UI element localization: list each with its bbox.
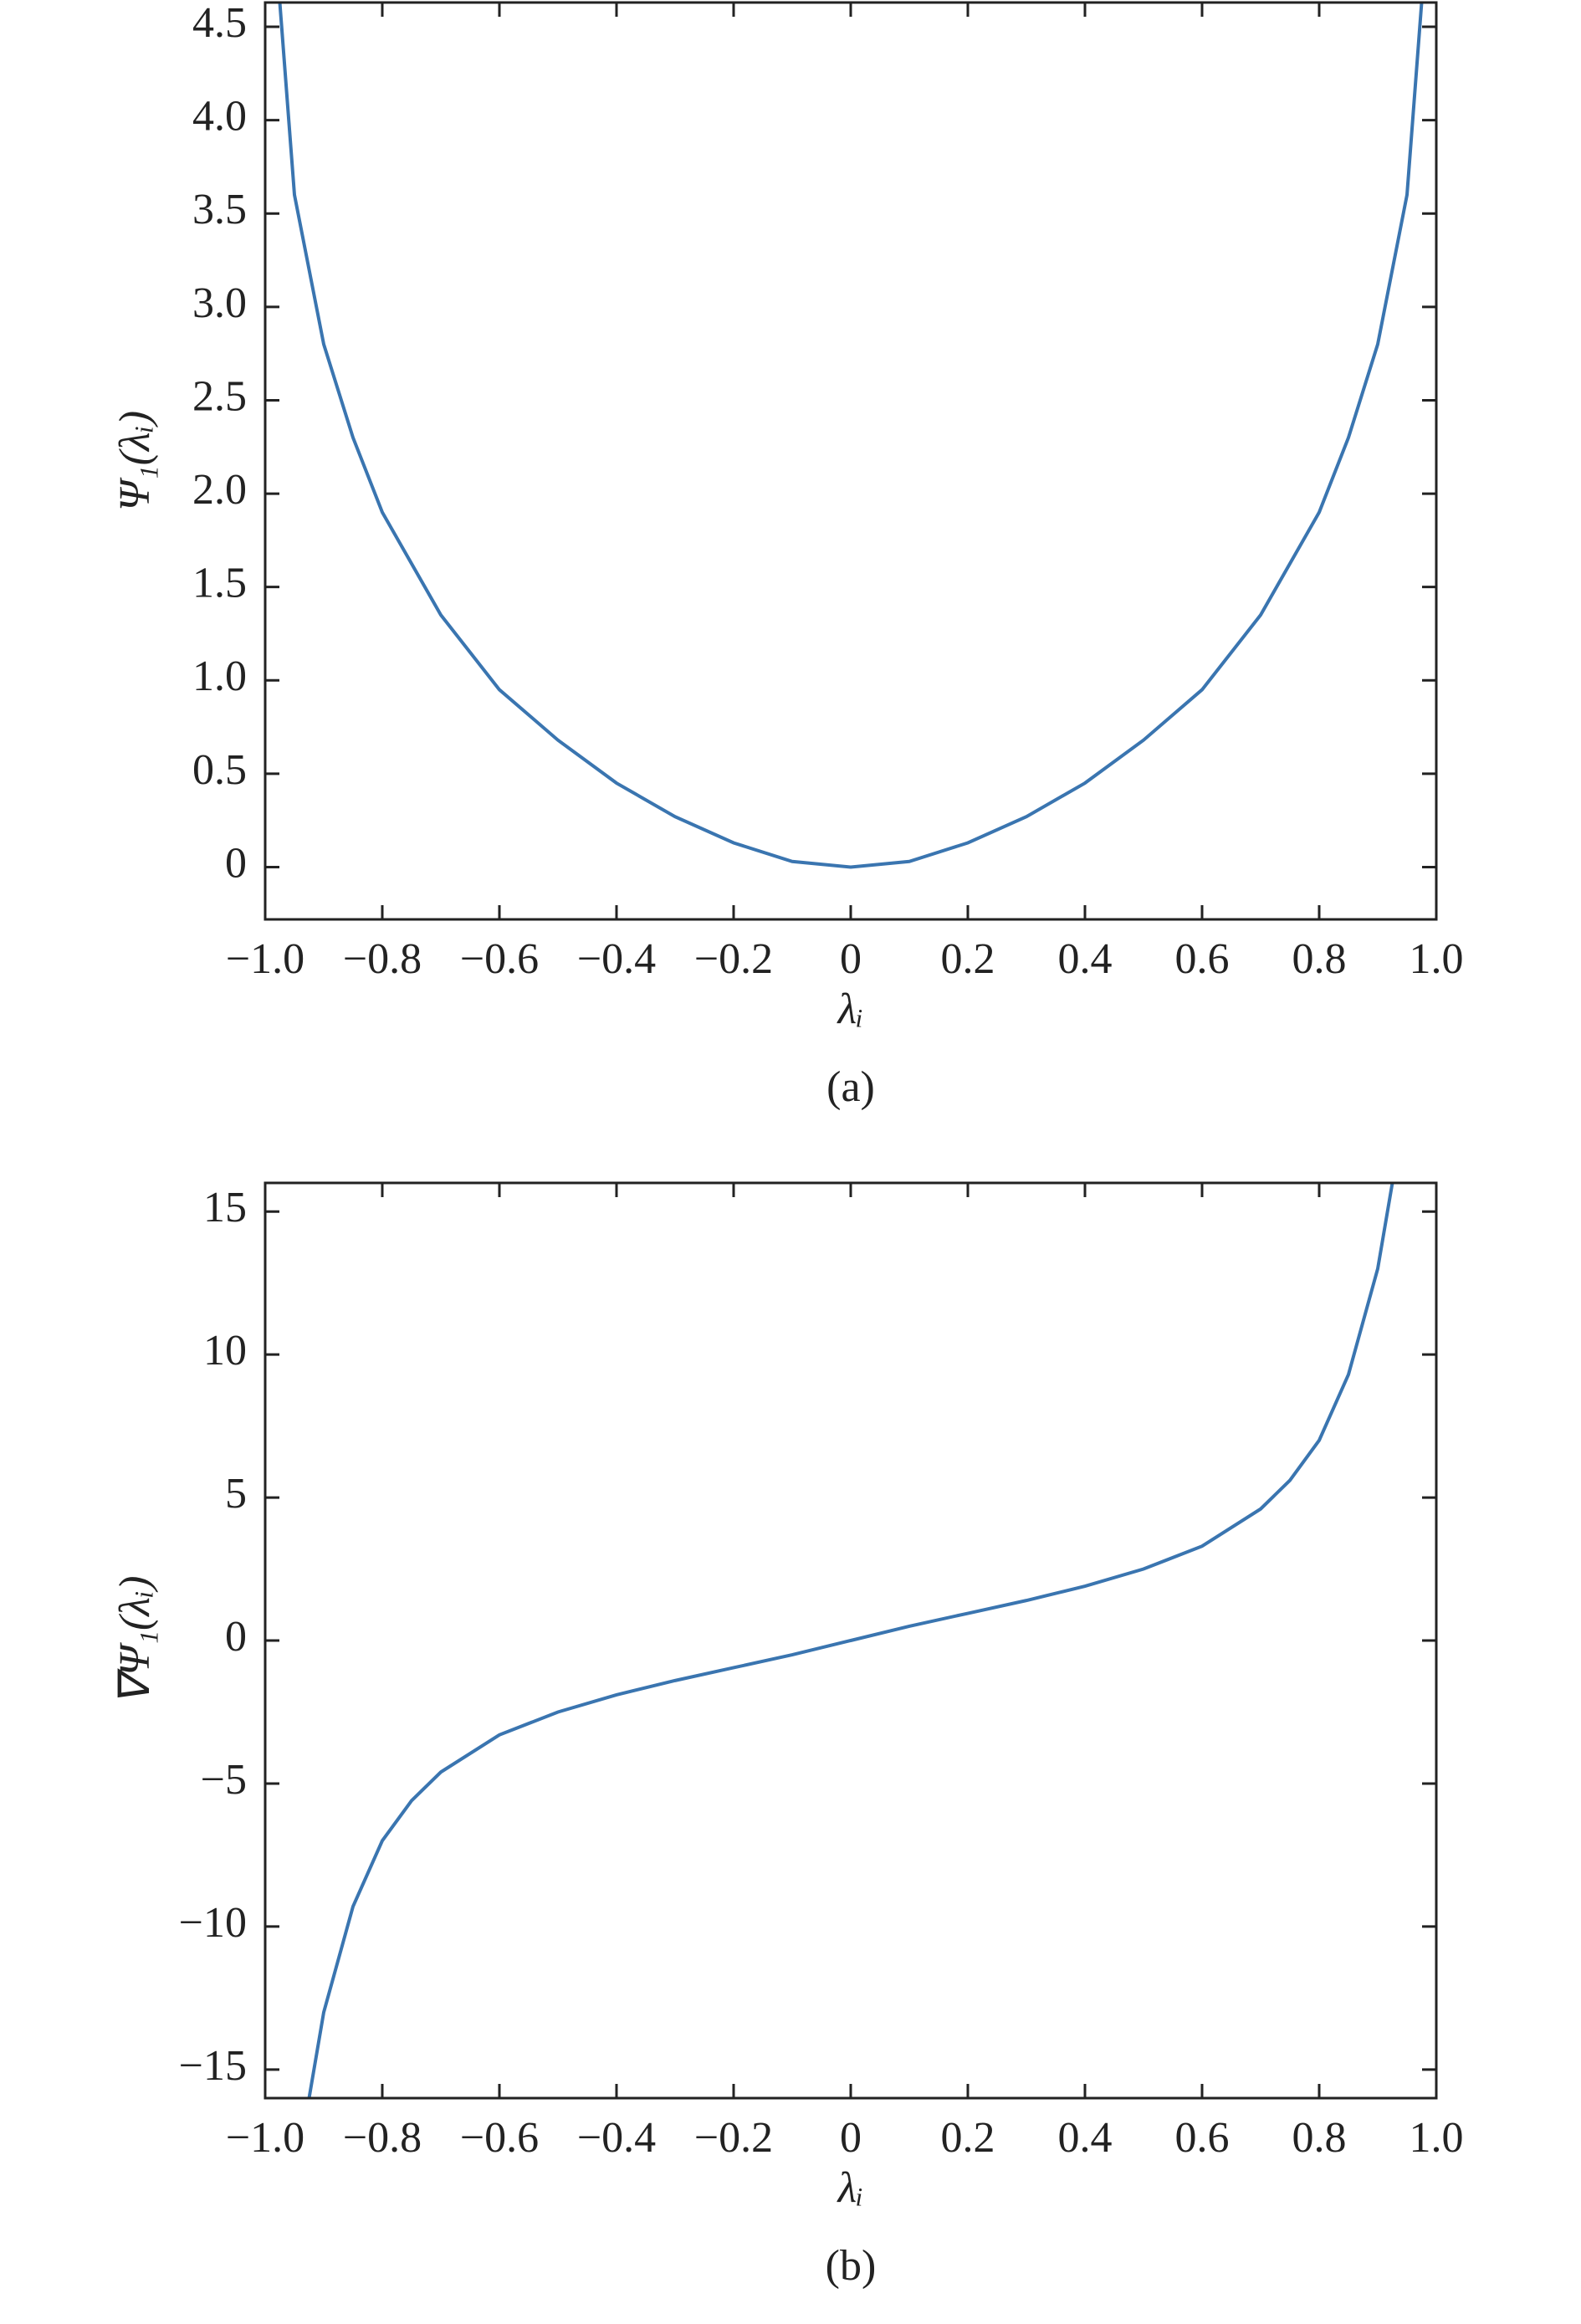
x-tick-label: 0.2 bbox=[941, 2114, 995, 2162]
y-tick-label: 4.0 bbox=[192, 93, 247, 141]
y-tick-label: 0 bbox=[225, 839, 247, 887]
y-tick-label: 0 bbox=[225, 1613, 247, 1661]
x-tick-label: 0.2 bbox=[941, 935, 995, 983]
x-axis-label: λᵢ bbox=[837, 2164, 864, 2212]
y-tick-label: 0.5 bbox=[192, 746, 247, 794]
x-tick-label: −0.2 bbox=[694, 935, 773, 983]
plot-frame bbox=[264, 1, 1438, 921]
plot-frame bbox=[264, 1181, 1438, 2100]
x-tick-label: 0.4 bbox=[1058, 935, 1113, 983]
x-tick-label: −0.4 bbox=[577, 935, 656, 983]
x-tick-label: −0.4 bbox=[577, 2114, 656, 2162]
data-line bbox=[307, 1183, 1394, 2098]
x-tick-label: −0.2 bbox=[694, 2114, 773, 2162]
x-tick-label: 0.6 bbox=[1175, 2114, 1230, 2162]
y-tick-label: 1.5 bbox=[192, 560, 247, 607]
y-tick-label: 1.0 bbox=[192, 653, 247, 700]
x-tick-label: 0.6 bbox=[1175, 935, 1230, 983]
y-tick-label: 2.5 bbox=[192, 372, 247, 420]
y-tick-label: 3.5 bbox=[192, 186, 247, 233]
y-tick-label: −5 bbox=[201, 1756, 247, 1804]
y-tick-label: 2.0 bbox=[192, 466, 247, 514]
x-tick-label: −1.0 bbox=[226, 2114, 304, 2162]
caption: (a) bbox=[826, 1063, 875, 1111]
data-line bbox=[278, 3, 1424, 869]
x-tick-label: −0.8 bbox=[343, 2114, 422, 2162]
x-tick-label: 0.8 bbox=[1292, 2114, 1347, 2162]
caption: (b) bbox=[826, 2242, 877, 2290]
y-tick-label: 4.5 bbox=[192, 0, 247, 47]
x-tick-label: −0.6 bbox=[460, 2114, 539, 2162]
x-tick-label: −0.6 bbox=[460, 935, 539, 983]
x-tick-label: −1.0 bbox=[226, 935, 304, 983]
y-tick-label: 3.0 bbox=[192, 279, 247, 327]
y-tick-label: 5 bbox=[225, 1470, 247, 1518]
y-axis-label: Ψ₁(λᵢ) bbox=[111, 411, 159, 511]
x-tick-label: 0 bbox=[840, 2114, 862, 2162]
y-tick-label: 15 bbox=[203, 1184, 247, 1231]
x-tick-label: 1.0 bbox=[1410, 2114, 1464, 2162]
y-axis-label: ∇Ψ₁(λᵢ) bbox=[111, 1576, 159, 1706]
x-axis-label: λᵢ bbox=[837, 985, 864, 1033]
x-tick-label: −0.8 bbox=[343, 935, 422, 983]
y-tick-label: −15 bbox=[179, 2042, 247, 2090]
y-tick-label: 10 bbox=[203, 1327, 247, 1374]
x-tick-label: 0.8 bbox=[1292, 935, 1347, 983]
x-tick-label: 0 bbox=[840, 935, 862, 983]
x-tick-label: 1.0 bbox=[1410, 935, 1464, 983]
y-tick-label: −10 bbox=[179, 1899, 247, 1947]
x-tick-label: 0.4 bbox=[1058, 2114, 1113, 2162]
